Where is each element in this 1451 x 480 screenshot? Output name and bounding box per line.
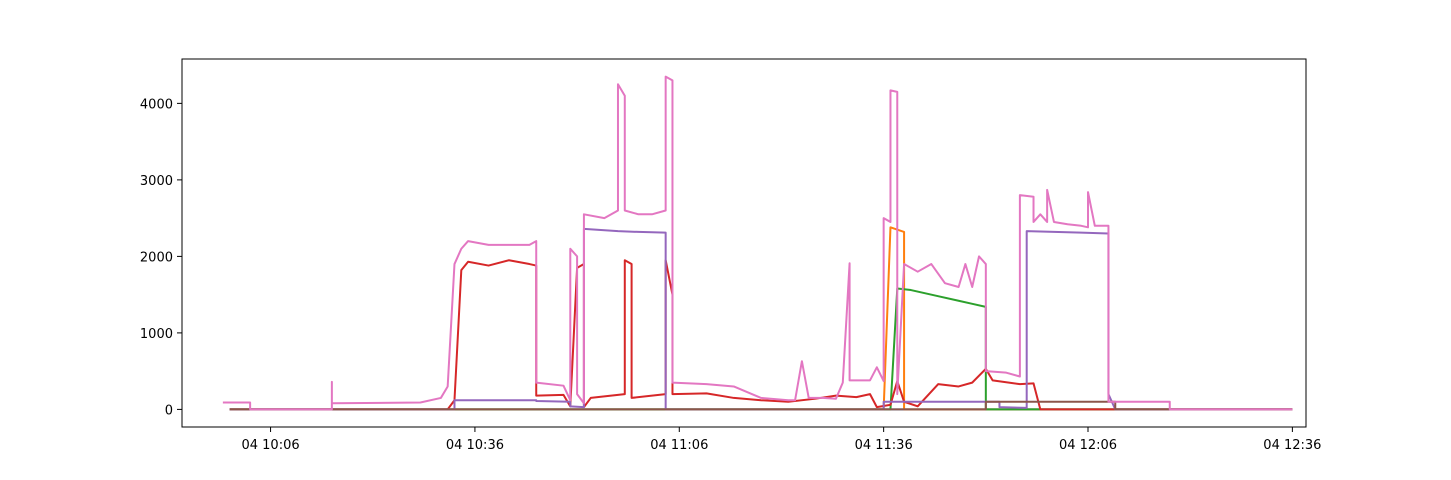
x-tick-label: 04 11:36 — [855, 438, 913, 453]
series-layer — [222, 75, 1293, 411]
x-tick-label: 04 12:36 — [1263, 438, 1321, 453]
series-line-6 — [229, 400, 1293, 411]
series-line-7 — [222, 75, 1293, 411]
y-tick-label: 3000 — [140, 174, 173, 189]
y-tick-label: 2000 — [140, 250, 173, 265]
x-tick-label: 04 12:06 — [1059, 438, 1117, 453]
x-axis: 04 10:06 04 10:36 04 11:06 04 11:36 04 12:06… — [241, 427, 1321, 453]
y-tick-label: 1000 — [140, 327, 173, 342]
y-tick-label: 0 — [165, 403, 173, 418]
y-axis: 0 1000 2000 3000 4000 — [140, 97, 182, 418]
x-tick-label: 04 10:06 — [241, 438, 299, 453]
x-tick-label: 04 11:06 — [650, 438, 708, 453]
plot-frame — [181, 58, 1307, 428]
x-tick-label: 04 10:36 — [446, 438, 504, 453]
y-tick-label: 4000 — [140, 97, 173, 112]
